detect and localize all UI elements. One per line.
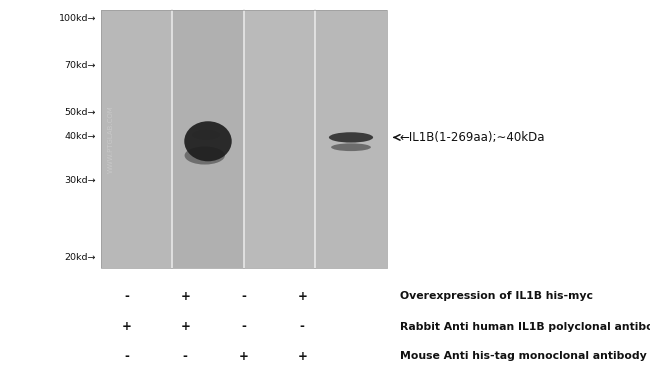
Text: 30kd→: 30kd→ (64, 176, 96, 185)
Text: 100kd→: 100kd→ (58, 14, 96, 23)
Text: +: + (239, 350, 249, 363)
Text: WWW.PTGLAB.COM: WWW.PTGLAB.COM (108, 105, 114, 173)
Text: Overexpression of IL1B his-myc: Overexpression of IL1B his-myc (400, 291, 593, 301)
Ellipse shape (329, 132, 373, 142)
Text: -: - (183, 350, 188, 363)
Text: -: - (241, 320, 246, 333)
Text: +: + (180, 290, 190, 303)
Ellipse shape (185, 121, 231, 162)
Bar (101, 10, 172, 268)
Text: 50kd→: 50kd→ (65, 108, 96, 117)
Text: 20kd→: 20kd→ (65, 253, 96, 262)
Ellipse shape (185, 146, 225, 165)
Text: +: + (180, 320, 190, 333)
Text: ←IL1B(1-269aa);∼40kDa: ←IL1B(1-269aa);∼40kDa (394, 131, 545, 144)
Text: 70kd→: 70kd→ (65, 60, 96, 70)
Text: Mouse Anti his-tag monoclonal antibody: Mouse Anti his-tag monoclonal antibody (400, 352, 647, 361)
Text: +: + (122, 320, 132, 333)
Text: -: - (300, 320, 305, 333)
Bar (244, 10, 315, 268)
Bar (172, 10, 244, 268)
Text: -: - (241, 290, 246, 303)
Text: 40kd→: 40kd→ (65, 131, 96, 141)
Text: +: + (297, 290, 307, 303)
Ellipse shape (192, 130, 220, 140)
Bar (101, 10, 387, 268)
Text: Rabbit Anti human IL1B polyclonal antibody: Rabbit Anti human IL1B polyclonal antibo… (400, 322, 650, 332)
Text: +: + (297, 350, 307, 363)
Ellipse shape (331, 143, 371, 151)
Text: -: - (124, 290, 129, 303)
Bar (315, 10, 387, 268)
Text: -: - (124, 350, 129, 363)
